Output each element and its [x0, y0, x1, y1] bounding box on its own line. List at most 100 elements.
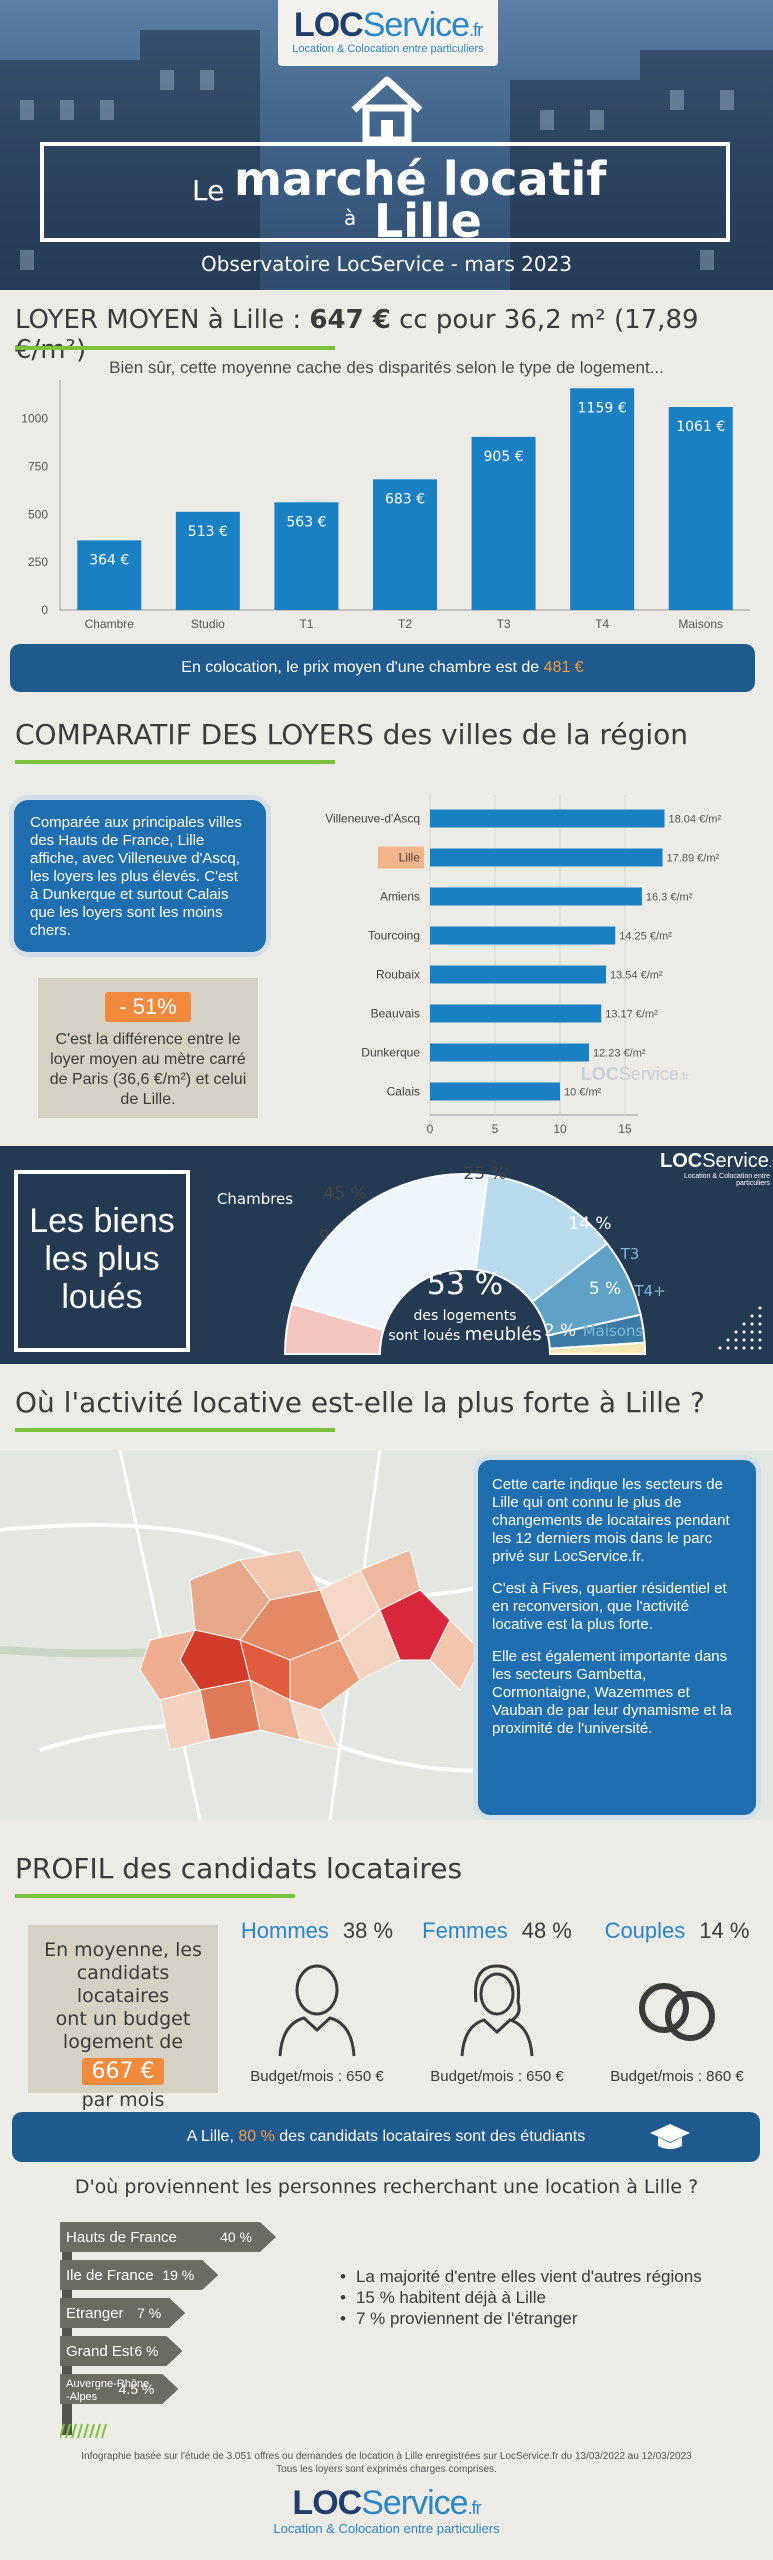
highlight-box: [378, 846, 424, 869]
signpost-label: Ile de France: [66, 2267, 154, 2284]
title-box: Le marché locatif à Lille: [40, 142, 730, 248]
x-tick-label: T2: [398, 617, 412, 631]
grass: [60, 2423, 65, 2439]
pct-badge: - 51%: [105, 992, 191, 1022]
signpost-label: Hauts de France: [66, 2229, 177, 2246]
bar: [430, 809, 665, 828]
budget-badge: 667 €: [81, 2058, 165, 2085]
bar-value-label: 12.23 €/m²: [593, 1048, 646, 1060]
grass: [77, 2423, 83, 2439]
page-subtitle: Observatoire LocService - mars 2023: [200, 252, 573, 276]
bar: [430, 1004, 602, 1023]
woman-icon: [460, 1964, 534, 2057]
paris-difference-box: - 51% C'est la différence entre le loyer…: [38, 978, 258, 1118]
grass: [95, 2423, 101, 2439]
y-tick-label: Lille: [399, 851, 421, 865]
building-silhouette: [510, 80, 640, 290]
map-paragraph-2: C'est à Fives, quartier résidentiel et e…: [492, 1580, 727, 1633]
heading-underline: [15, 346, 335, 350]
bar-value-label: 18.04 €/m²: [669, 814, 722, 826]
bar: [430, 887, 642, 906]
y-tick-label: Dunkerque: [361, 1046, 420, 1060]
x-tick-label: T3: [497, 617, 511, 631]
bar-value-label: 364 €: [89, 552, 129, 568]
signpost-label: Etranger: [66, 2305, 124, 2322]
signpost-pole: [62, 2230, 72, 2435]
y-tick-label: 500: [28, 507, 48, 521]
dot-pattern: [718, 1306, 762, 1350]
grass: [89, 2423, 95, 2439]
signpost-label: Auvergne-Rhône -Alpes: [66, 2378, 149, 2403]
donut-slice: [290, 1173, 489, 1332]
y-tick-label: 750: [28, 460, 48, 474]
y-tick-label: 250: [28, 555, 48, 569]
bar: [668, 407, 733, 610]
man-icon: [278, 1964, 356, 2057]
bar: [430, 1043, 589, 1062]
map-text-bubble: Cette carte indique les secteurs de Lill…: [478, 1460, 756, 1815]
signpost-bar: [60, 2336, 183, 2366]
heading-underline: [15, 1428, 335, 1432]
grass: [101, 2423, 107, 2439]
bar-value-label: 13.17 €/m²: [605, 1009, 658, 1021]
x-tick-label: 15: [618, 1122, 632, 1135]
page-title: marché locatif: [234, 152, 607, 206]
bar: [430, 848, 663, 867]
donut-center-text: des logements: [413, 1308, 516, 1324]
donut-hole: [382, 1271, 548, 1364]
slice-category-label: T4+: [633, 1282, 665, 1300]
slice-value-label: 45 %: [323, 1184, 366, 1204]
x-tick-label: 10: [553, 1122, 567, 1135]
bar: [175, 511, 240, 610]
y-tick-label: Roubaix: [376, 968, 420, 982]
coloc-banner: En colocation, le prix moyen d'une chamb…: [10, 644, 755, 692]
title-le: Le: [192, 174, 225, 207]
signpost-value: 19 %: [162, 2267, 194, 2283]
logo-tagline: Location & Colocation entre particuliers: [292, 43, 484, 55]
signpost-value: 4.5 %: [119, 2381, 155, 2397]
bullet-item: 7 % proviennent de l'étranger: [340, 2308, 702, 2329]
logo-small: LOCService.fr Location & Colocation entr…: [660, 1150, 773, 1187]
pct-text: C'est la différence entre le loyer moyen…: [49, 1031, 247, 1108]
section-heading-loyer: LOYER MOYEN à Lille : 647 € cc pour 36,2…: [15, 305, 699, 365]
y-tick-label: Villeneuve-d'Ascq: [325, 812, 420, 826]
slice-value-label: 5 %: [589, 1279, 621, 1299]
section-heading-profil: PROFIL des candidats locataires: [15, 1852, 463, 1885]
section-heading-comparatif: COMPARATIF DES LOYERS des villes de la r…: [15, 718, 689, 751]
rings-icon: [639, 1983, 715, 2041]
signpost-bar: [60, 2298, 186, 2328]
bar: [430, 965, 607, 984]
x-tick-label: Studio: [191, 617, 225, 631]
bullet-item: 15 % habitent déjà à Lille: [340, 2287, 702, 2308]
origin-bullets: La majorité d'entre elles vient d'autres…: [340, 2266, 702, 2329]
bar-value-label: 1061 €: [676, 419, 725, 435]
bar-value-label: 905 €: [484, 449, 524, 465]
y-tick-label: Beauvais: [371, 1007, 420, 1021]
rent-by-type-chart: 0 250 500 750 1000 364 € Chambre 513 € Studio 563…: [21, 380, 750, 631]
comparatif-text-bubble: Comparée aux principales villes des Haut…: [14, 800, 266, 952]
slice-category-label: Chambres: [217, 1190, 293, 1208]
x-tick-label: T1: [299, 617, 313, 631]
y-tick-label: 1000: [21, 412, 48, 426]
slice-category-label: T3: [620, 1245, 640, 1263]
heading-underline: [15, 1894, 295, 1898]
bar: [373, 479, 437, 610]
graduation-cap-icon: [650, 2124, 690, 2149]
heading-underline: [15, 760, 335, 764]
y-tick-label: Calais: [387, 1085, 420, 1099]
profile-hommes: Hommes 38 % Budget/mois : 650 €: [240, 1918, 394, 2085]
profile-couples: Couples 14 % Budget/mois : 860 €: [604, 1918, 750, 2085]
budget-box: En moyenne, les candidats locataires ont…: [28, 1925, 218, 2111]
bar: [274, 502, 339, 610]
bar-value-label: 14.25 €/m²: [619, 931, 672, 943]
origin-title: D'où proviennent les personnes rechercha…: [74, 2176, 699, 2198]
signpost-value: 40 %: [220, 2229, 252, 2245]
bullet-item: La majorité d'entre elles vient d'autres…: [340, 2266, 702, 2287]
bar: [430, 926, 616, 945]
x-tick-label: T4: [595, 617, 609, 631]
map-paragraph-1: Cette carte indique les secteurs de Lill…: [492, 1476, 730, 1565]
signpost-value: 6 %: [134, 2343, 158, 2359]
slice-value-label: 25 %: [463, 1164, 506, 1184]
slice-category-label: Maisons: [583, 1322, 644, 1340]
building-silhouette: [0, 60, 140, 290]
